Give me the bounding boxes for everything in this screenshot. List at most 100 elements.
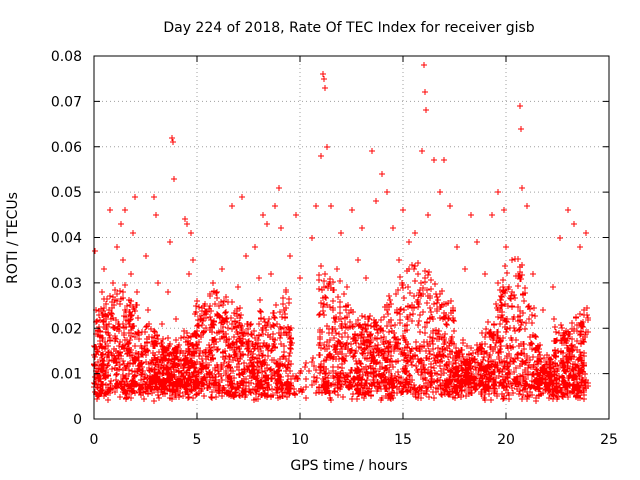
- data-point: [110, 280, 116, 286]
- data-point: [239, 194, 245, 200]
- data-point: [495, 189, 501, 195]
- data-point: [155, 280, 161, 286]
- data-point: [278, 225, 284, 231]
- data-point: [153, 212, 159, 218]
- data-point: [501, 207, 507, 213]
- data-point: [256, 275, 262, 281]
- y-tick-label: 0: [73, 412, 82, 428]
- data-point: [99, 289, 105, 295]
- data-point: [412, 230, 418, 236]
- x-tick-label: 15: [394, 432, 412, 448]
- data-point: [92, 248, 98, 254]
- data-point: [194, 298, 200, 304]
- data-point: [138, 389, 144, 395]
- data-point: [112, 325, 118, 331]
- data-point: [107, 207, 113, 213]
- data-point: [349, 207, 355, 213]
- data-point: [396, 257, 402, 263]
- data-point: [171, 176, 177, 182]
- data-point: [268, 271, 274, 277]
- data-point: [134, 289, 140, 295]
- data-point: [422, 89, 428, 95]
- data-point: [519, 185, 525, 191]
- data-point: [320, 71, 326, 77]
- data-point: [518, 126, 524, 132]
- data-point: [178, 348, 184, 354]
- x-tick-label: 25: [600, 432, 618, 448]
- data-point: [229, 203, 235, 209]
- data-point: [313, 203, 319, 209]
- data-point: [384, 189, 390, 195]
- data-point: [489, 212, 495, 218]
- data-point: [120, 257, 126, 263]
- data-point: [132, 194, 138, 200]
- data-point: [423, 107, 429, 113]
- data-point: [359, 225, 365, 231]
- data-point: [324, 144, 330, 150]
- data-point: [260, 212, 266, 218]
- data-point: [95, 384, 101, 390]
- background-point-cloud: [91, 256, 591, 404]
- data-point: [204, 362, 210, 368]
- data-point: [235, 284, 241, 290]
- data-point: [421, 62, 427, 68]
- data-point: [248, 321, 254, 327]
- data-point: [293, 212, 299, 218]
- data-point: [369, 148, 375, 154]
- data-point: [149, 339, 155, 345]
- data-point: [447, 203, 453, 209]
- data-point: [474, 239, 480, 245]
- data-point: [583, 230, 589, 236]
- data-point: [165, 289, 171, 295]
- data-point: [328, 203, 334, 209]
- data-point: [101, 266, 107, 272]
- data-point: [182, 216, 188, 222]
- data-point: [454, 244, 460, 250]
- data-point: [145, 307, 151, 313]
- x-tick-label: 20: [497, 432, 515, 448]
- data-point: [540, 307, 546, 313]
- data-point: [530, 271, 536, 277]
- data-point: [322, 85, 328, 91]
- data-point: [94, 348, 100, 354]
- data-points: [91, 62, 591, 404]
- data-point: [126, 371, 132, 377]
- y-tick-label: 0.01: [51, 367, 82, 383]
- data-point: [425, 212, 431, 218]
- data-point: [97, 334, 103, 340]
- data-point: [462, 266, 468, 272]
- data-point: [334, 266, 340, 272]
- y-tick-labels: 0 0.01 0.02 0.03 0.04 0.05 0.06 0.07 0.08: [51, 49, 82, 428]
- data-point: [344, 284, 350, 290]
- data-point: [431, 157, 437, 163]
- data-point: [124, 303, 130, 309]
- data-point: [419, 148, 425, 154]
- data-point: [225, 343, 231, 349]
- data-point: [264, 221, 270, 227]
- data-point: [441, 157, 447, 163]
- data-point: [184, 221, 190, 227]
- data-point: [186, 271, 192, 277]
- y-tick-label: 0.05: [51, 185, 82, 201]
- data-point: [128, 271, 134, 277]
- data-point: [118, 221, 124, 227]
- y-tick-label: 0.04: [51, 231, 82, 247]
- y-tick-label: 0.03: [51, 276, 82, 292]
- data-point: [577, 244, 583, 250]
- data-point: [169, 135, 175, 141]
- data-point: [116, 352, 122, 358]
- data-point: [114, 244, 120, 250]
- data-point: [103, 316, 109, 322]
- data-point: [276, 185, 282, 191]
- data-point: [303, 384, 309, 390]
- y-tick-label: 0.08: [51, 49, 82, 65]
- y-tick-label: 0.02: [51, 321, 82, 337]
- data-point: [159, 321, 165, 327]
- data-point: [400, 207, 406, 213]
- x-tick-label: 10: [291, 432, 309, 448]
- chart-title: Day 224 of 2018, Rate Of TEC Index for r…: [163, 20, 534, 36]
- data-point: [297, 275, 303, 281]
- data-point: [557, 235, 563, 241]
- data-point: [272, 203, 278, 209]
